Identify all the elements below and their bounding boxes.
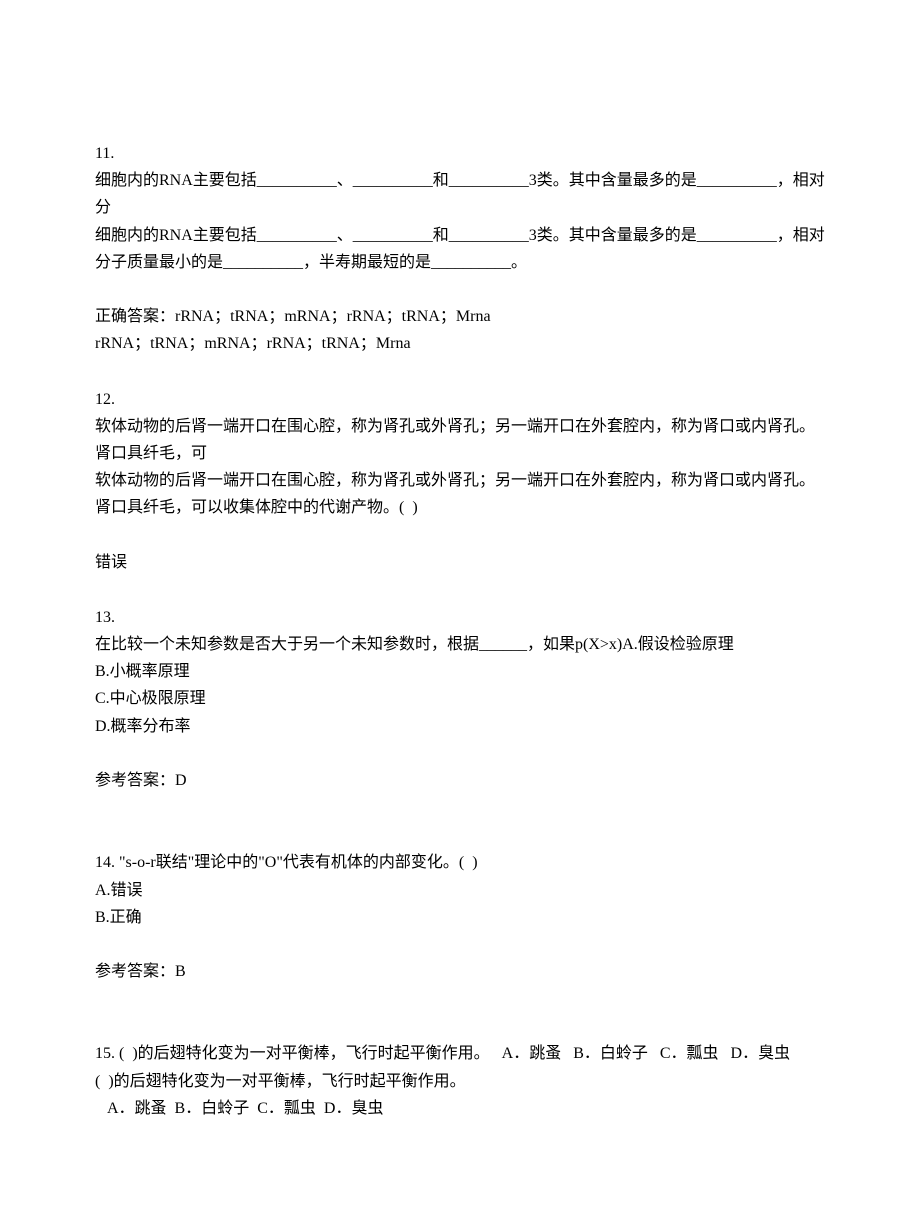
question-stem-line2: ( )的后翅特化变为一对平衡棒，飞行时起平衡作用。 — [95, 1068, 825, 1095]
question-11: 11. 细胞内的RNA主要包括__________、__________和___… — [95, 140, 825, 358]
question-number: 14. — [95, 854, 119, 871]
question-stem-line1: 细胞内的RNA主要包括__________、__________和_______… — [95, 167, 825, 221]
question-number: 12. — [95, 386, 825, 413]
question-stem-line2: 软体动物的后肾一端开口在围心腔，称为肾孔或外肾孔；另一端开口在外套腔内，称为肾口… — [95, 467, 825, 521]
question-number: 13. — [95, 604, 825, 631]
question-line: 14. "s-o-r联结"理论中的"O"代表有机体的内部变化。( ) — [95, 849, 825, 876]
question-stem-line2: 细胞内的RNA主要包括__________、__________和_______… — [95, 222, 825, 276]
option-d: D.概率分布率 — [95, 713, 825, 740]
question-stem: "s-o-r联结"理论中的"O"代表有机体的内部变化。( ) — [119, 854, 478, 871]
question-stem: 在比较一个未知参数是否大于另一个未知参数时，根据______，如果p(X>x)A… — [95, 631, 825, 658]
answer-line2: rRNA；tRNA；mRNA；rRNA；tRNA；Mrna — [95, 330, 825, 357]
question-number: 11. — [95, 140, 825, 167]
answer-label: 参考答案：D — [95, 767, 825, 794]
options-line: A．跳蚤 B．白蛉子 C．瓢虫 D．臭虫 — [95, 1095, 825, 1122]
question-line1: 15. ( )的后翅特化变为一对平衡棒，飞行时起平衡作用。 A．跳蚤 B．白蛉子… — [95, 1040, 825, 1067]
question-stem-line1: ( )的后翅特化变为一对平衡棒，飞行时起平衡作用。 A．跳蚤 B．白蛉子 C．瓢… — [119, 1045, 790, 1062]
question-14: 14. "s-o-r联结"理论中的"O"代表有机体的内部变化。( ) A.错误 … — [95, 849, 825, 985]
question-15: 15. ( )的后翅特化变为一对平衡棒，飞行时起平衡作用。 A．跳蚤 B．白蛉子… — [95, 1040, 825, 1122]
option-b: B.正确 — [95, 904, 825, 931]
answer-label: 参考答案：B — [95, 958, 825, 985]
option-c: C.中心极限原理 — [95, 685, 825, 712]
answer-text: 错误 — [95, 549, 825, 576]
question-number: 15. — [95, 1045, 119, 1062]
option-a: A.错误 — [95, 877, 825, 904]
question-12: 12. 软体动物的后肾一端开口在围心腔，称为肾孔或外肾孔；另一端开口在外套腔内，… — [95, 386, 825, 576]
question-13: 13. 在比较一个未知参数是否大于另一个未知参数时，根据______，如果p(X… — [95, 604, 825, 794]
option-b: B.小概率原理 — [95, 658, 825, 685]
answer-label: 正确答案：rRNA；tRNA；mRNA；rRNA；tRNA；Mrna — [95, 303, 825, 330]
question-stem-line1: 软体动物的后肾一端开口在围心腔，称为肾孔或外肾孔；另一端开口在外套腔内，称为肾口… — [95, 413, 825, 467]
